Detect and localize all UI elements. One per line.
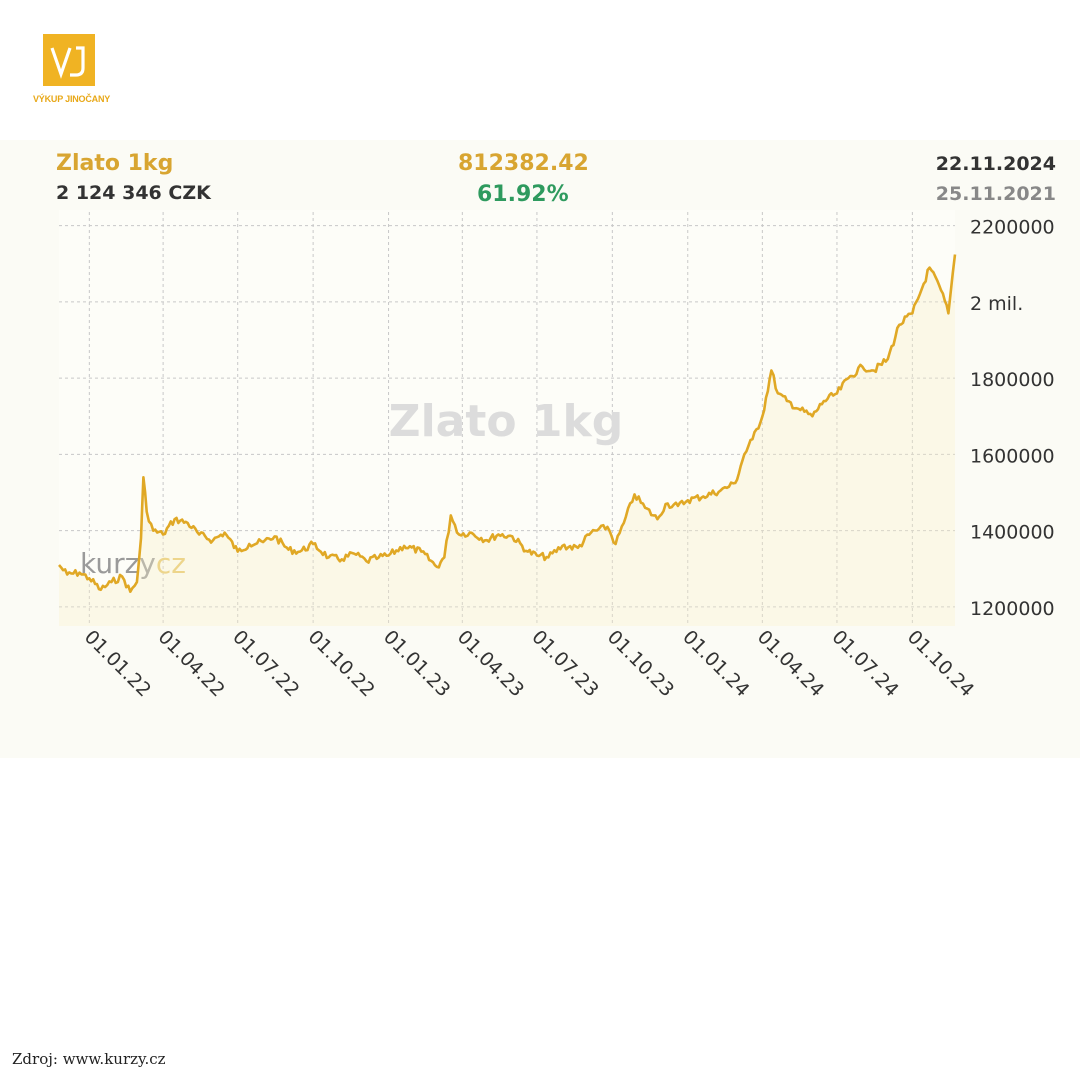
price-chart: 1200000 1400000 1600000 1800000 2 mil. 220000… [58, 210, 1055, 701]
logo-mark [43, 34, 95, 86]
x-tick-label: 01.07.23 [527, 626, 602, 701]
x-tick-label: 01.01.23 [379, 626, 454, 701]
date-start: 25.11.2021 [935, 183, 1056, 205]
x-tick-label: 01.01.22 [80, 626, 155, 701]
logo: VÝKUP JINOČANY [33, 34, 113, 114]
y-tick-label: 2 mil. [970, 293, 1023, 315]
source-note: Zdroj: www.kurzy.cz [12, 1050, 166, 1068]
brand-watermark-right: cz [156, 547, 186, 580]
x-tick-label: 01.10.22 [304, 626, 379, 701]
series-line [58, 254, 957, 593]
logo-text: VÝKUP JINOČANY [33, 94, 111, 104]
chart-title: Zlato 1kg [56, 151, 174, 176]
brand-watermark-left: kurzy [80, 547, 156, 580]
date-end: 22.11.2024 [935, 153, 1056, 175]
x-tick-label: 01.04.23 [453, 626, 528, 701]
x-tick-label: 01.10.24 [903, 626, 978, 701]
chart-panel: 1200000 1400000 1600000 1800000 2 mil. 220000… [0, 140, 1080, 758]
x-tick-label: 01.10.23 [603, 626, 678, 701]
x-tick-label: 01.07.24 [827, 626, 902, 701]
x-tick-label: 01.07.22 [228, 626, 303, 701]
y-tick-label: 1200000 [970, 598, 1055, 620]
change-percent: 61.92% [477, 182, 569, 207]
brand-watermark: kurzycz [80, 547, 186, 580]
chart-watermark: Zlato 1kg [389, 396, 624, 447]
x-tick-label: 01.01.24 [678, 626, 753, 701]
series-area [59, 254, 955, 626]
x-tick-label: 01.04.24 [753, 626, 828, 701]
plot-area [59, 210, 955, 626]
y-tick-label: 1400000 [970, 522, 1055, 544]
y-tick-label: 2200000 [970, 217, 1055, 239]
y-tick-label: 1800000 [970, 369, 1055, 391]
current-price: 2 124 346 CZK [56, 182, 211, 204]
change-absolute: 812382.42 [458, 151, 589, 176]
y-tick-label: 1600000 [970, 445, 1055, 467]
vj-logo-icon [50, 46, 85, 79]
x-tick-label: 01.04.22 [154, 626, 229, 701]
